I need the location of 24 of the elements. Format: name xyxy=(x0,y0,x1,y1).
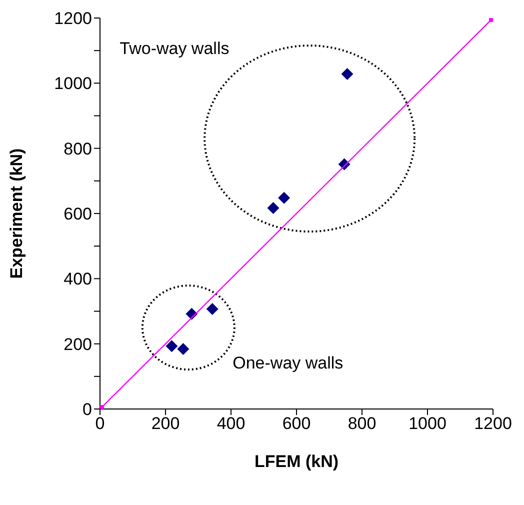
x-tick-label: 600 xyxy=(282,414,311,434)
y-axis-title: Experiment (kN) xyxy=(7,148,26,279)
point xyxy=(206,302,218,315)
x-tick-label: 400 xyxy=(216,414,246,434)
annotation: Two-way walls xyxy=(120,38,230,58)
y-tick-label: 0 xyxy=(82,400,92,420)
point xyxy=(267,202,280,214)
point xyxy=(278,192,290,204)
x-tick-label: 1000 xyxy=(408,414,446,434)
y-tick-label: 1000 xyxy=(54,74,92,94)
y-tick-label: 200 xyxy=(64,334,92,354)
y-tick-label: 600 xyxy=(64,204,92,224)
y-tick-label: 400 xyxy=(64,270,92,289)
point xyxy=(166,340,178,352)
point xyxy=(177,343,190,356)
x-axis-title: LFEM (kN) xyxy=(254,452,339,471)
y-tick-label: 1200 xyxy=(54,9,92,28)
annotation: One-way walls xyxy=(232,353,344,372)
x-tick-label: 0 xyxy=(95,414,105,434)
y-tick-label: 800 xyxy=(64,139,92,158)
x-tick-label: 1200 xyxy=(474,414,512,434)
x-tick-label: 200 xyxy=(151,414,180,434)
x-tick-label: 800 xyxy=(348,414,376,434)
point xyxy=(341,68,354,80)
